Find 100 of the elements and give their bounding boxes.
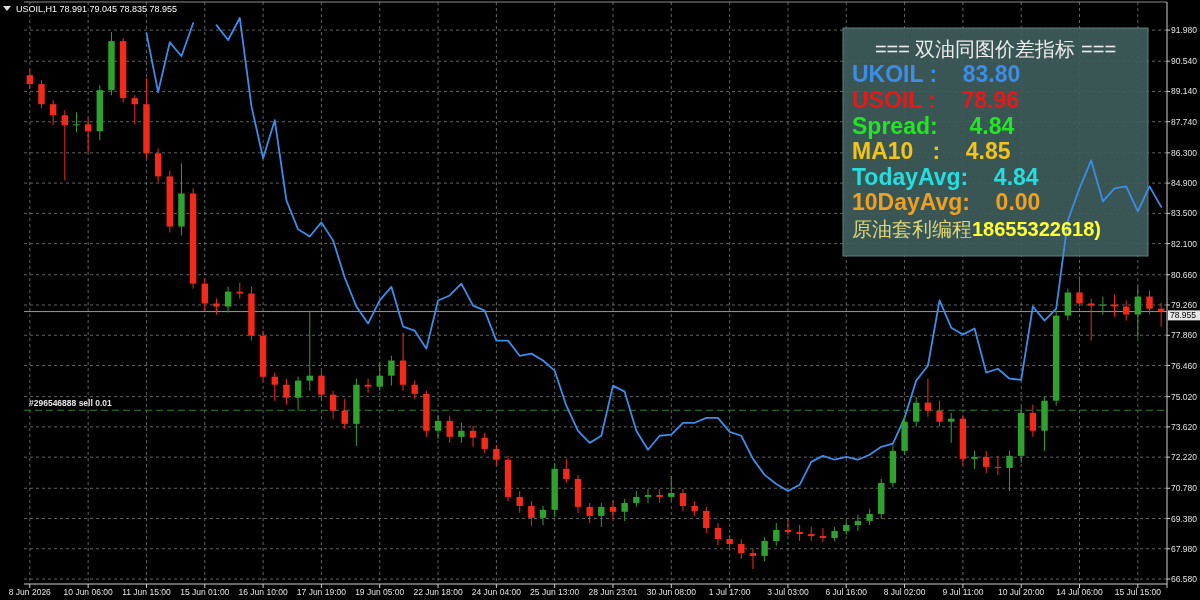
ref-line-label: #296546888 sell 0.01 <box>29 398 112 409</box>
candlestick <box>609 500 617 520</box>
annotation: UKOIL : 83.80 <box>852 61 1021 87</box>
candlestick <box>318 370 325 402</box>
candlestick <box>341 398 348 430</box>
candlestick <box>271 372 278 402</box>
candlestick <box>563 458 570 484</box>
annotation: MA10 : 4.85 <box>852 138 1011 164</box>
candlestick <box>644 488 652 504</box>
candlestick <box>1064 288 1072 322</box>
y-tick-label: 69.380 <box>1171 513 1198 524</box>
candlestick <box>516 490 523 514</box>
candlestick <box>61 109 69 181</box>
candlestick <box>73 111 80 133</box>
candlestick <box>446 415 453 444</box>
annotation: 10DayAvg: 0.00 <box>852 189 1041 215</box>
candlestick <box>819 527 827 543</box>
x-tick-label: 16 Jun 10:00 <box>238 587 288 597</box>
candlestick <box>703 506 710 534</box>
y-tick-label: 80.660 <box>1171 269 1198 280</box>
candlestick <box>376 362 383 392</box>
y-tick-label: 90.540 <box>1171 56 1198 67</box>
y-tick-label: 87.740 <box>1171 116 1198 127</box>
candlestick <box>749 548 757 570</box>
candlestick <box>49 99 57 126</box>
candlestick <box>936 400 943 428</box>
candlestick <box>924 378 932 418</box>
x-tick-label: 3 Jul 03:00 <box>767 587 810 597</box>
chart-title: USOIL,H1 78.991 79.045 78.835 78.955 <box>16 4 178 14</box>
annotation: USOIL : 78.96 <box>852 87 1020 113</box>
candlestick <box>294 376 302 412</box>
x-tick-label: 14 Jul 06:00 <box>1056 587 1103 597</box>
x-tick-label: 25 Jun 13:00 <box>530 587 580 597</box>
candlestick <box>948 412 955 444</box>
y-tick-label: 75.020 <box>1171 391 1198 402</box>
candlestick <box>306 310 313 392</box>
y-tick-label: 70.780 <box>1171 483 1198 494</box>
x-tick-label: 22 Jun 18:00 <box>413 587 463 597</box>
x-tick-label: 10 Jul 20:00 <box>998 587 1045 597</box>
candlestick <box>84 117 92 153</box>
x-tick-label: 17 Jun 19:00 <box>296 587 347 597</box>
y-tick-label: 83.500 <box>1171 208 1198 219</box>
candlestick <box>528 500 535 527</box>
candlestick <box>283 378 290 406</box>
y-tick-label: 72.220 <box>1171 452 1198 463</box>
ref-line-label: 78.955 <box>1170 310 1197 321</box>
y-tick-label: 91.980 <box>1171 25 1198 36</box>
annotation: === 双油同图价差指标 === <box>874 38 1117 60</box>
x-tick-label: 15 Jun 01:00 <box>180 587 230 597</box>
candlestick <box>388 355 395 387</box>
y-tick-label: 79.260 <box>1171 299 1198 310</box>
candlestick <box>1087 298 1095 342</box>
y-tick-label: 76.460 <box>1171 360 1198 371</box>
candlestick <box>586 502 593 524</box>
candlestick <box>679 488 687 512</box>
candlestick <box>1111 294 1118 318</box>
y-tick-label: 86.300 <box>1171 147 1198 158</box>
candlestick <box>714 522 722 546</box>
x-tick-label: 8 Jun 2026 <box>8 587 52 597</box>
candlestick <box>26 69 34 89</box>
x-tick-label: 1 Jul 17:00 <box>708 587 751 597</box>
x-tick-label: 15 Jul 15:00 <box>1114 587 1162 597</box>
candlestick <box>469 425 477 448</box>
y-tick-label: 89.140 <box>1171 86 1198 97</box>
y-tick-label: 82.100 <box>1171 238 1198 249</box>
candlestick <box>1134 286 1142 339</box>
candlestick <box>38 79 45 109</box>
candlestick <box>773 522 780 547</box>
candlestick <box>154 147 162 183</box>
candlestick <box>598 502 605 528</box>
candlestick <box>854 514 862 532</box>
candlestick <box>1076 275 1083 308</box>
x-tick-label: 28 Jun 23:01 <box>588 587 638 597</box>
y-tick-label: 84.900 <box>1171 178 1198 189</box>
candlestick <box>1122 299 1130 322</box>
x-tick-label: 9 Jul 11:00 <box>942 587 984 597</box>
candlestick <box>131 94 139 125</box>
candlestick <box>434 414 442 440</box>
x-tick-label: 10 Jun 06:00 <box>63 587 113 597</box>
candlestick <box>493 444 500 466</box>
candlestick <box>458 422 465 444</box>
candlestick <box>539 505 547 526</box>
candlestick <box>784 518 792 536</box>
candlestick <box>1006 450 1013 492</box>
candlestick <box>913 396 920 428</box>
annotation: TodayAvg: 4.84 <box>852 164 1039 190</box>
candlestick <box>1029 404 1037 438</box>
y-tick-label: 73.620 <box>1171 421 1198 432</box>
candlestick <box>668 475 675 502</box>
y-tick-label: 67.980 <box>1171 543 1198 554</box>
x-tick-label: 11 Jun 15:00 <box>122 587 171 597</box>
x-tick-label: 19 Jun 05:00 <box>355 587 405 597</box>
candlestick <box>329 390 337 420</box>
candlestick <box>411 380 418 400</box>
y-tick-label: 77.860 <box>1171 330 1198 341</box>
candlestick <box>224 286 232 314</box>
candlestick <box>481 432 488 454</box>
candlestick <box>621 498 628 522</box>
x-tick-label: 8 Jul 02:00 <box>883 587 926 597</box>
x-tick-label: 30 Jun 08:00 <box>646 587 697 597</box>
